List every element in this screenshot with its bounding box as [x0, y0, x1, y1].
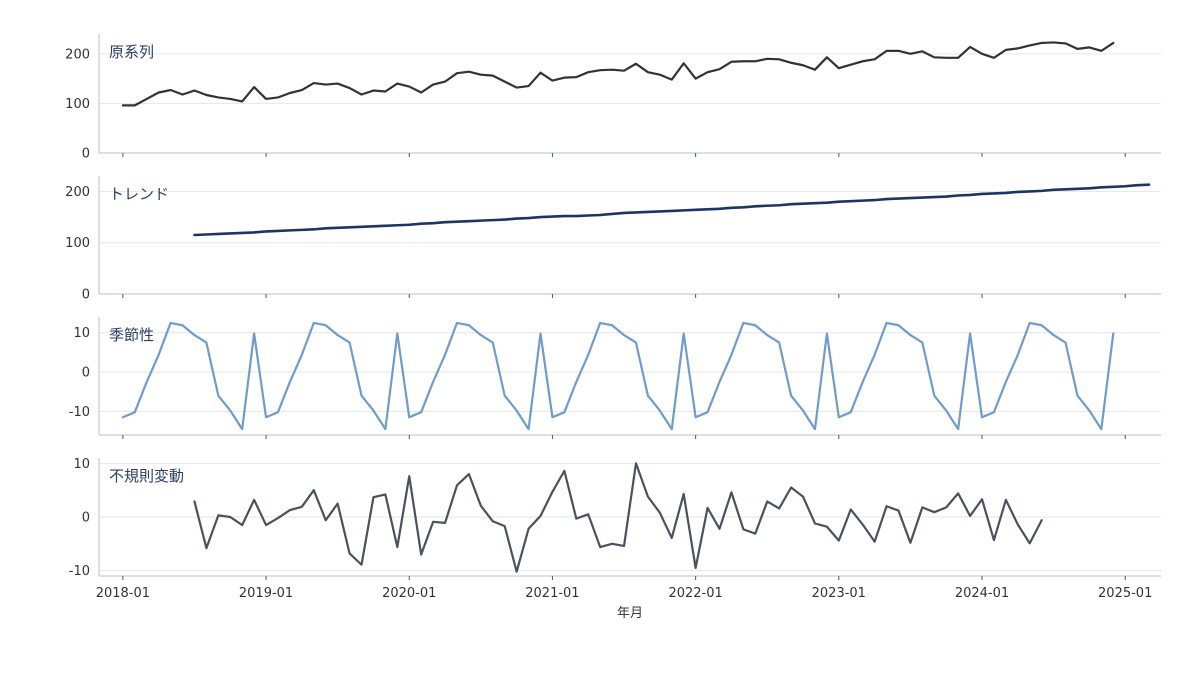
- x-tick-label: 2025-01: [1098, 586, 1152, 601]
- panel-title-resid: 不規則変動: [109, 467, 184, 485]
- panel-title-trend: トレンド: [109, 185, 169, 203]
- panel-title-seasonal: 季節性: [109, 326, 154, 344]
- x-tick-label: 2022-01: [668, 586, 722, 601]
- y-tick-label: 10: [73, 326, 90, 341]
- panel-title-observed: 原系列: [109, 43, 154, 61]
- y-tick-label: 0: [82, 147, 90, 162]
- resid-series-line: [193, 462, 1043, 573]
- y-tick-label: 10: [73, 457, 90, 472]
- x-tick-label: 2019-01: [239, 586, 293, 601]
- x-axis-title: 年月: [617, 606, 643, 621]
- observed-series-line: [121, 41, 1115, 107]
- y-tick-label: -10: [69, 564, 90, 579]
- seasonal-series-line: [121, 321, 1115, 431]
- x-tick-label: 2023-01: [812, 586, 866, 601]
- x-tick-label: 2021-01: [525, 586, 579, 601]
- y-tick-label: 0: [82, 511, 90, 526]
- y-tick-label: 100: [65, 236, 90, 251]
- y-tick-label: 100: [65, 97, 90, 112]
- x-tick-label: 2020-01: [382, 586, 436, 601]
- x-tick-label: 2024-01: [955, 586, 1009, 601]
- x-tick-label: 2018-01: [96, 586, 150, 601]
- y-tick-label: 0: [82, 366, 90, 381]
- trend-series-line: [193, 183, 1151, 237]
- y-tick-label: 0: [82, 288, 90, 303]
- y-tick-label: -10: [69, 405, 90, 420]
- y-tick-label: 200: [65, 185, 90, 200]
- y-tick-label: 200: [65, 47, 90, 62]
